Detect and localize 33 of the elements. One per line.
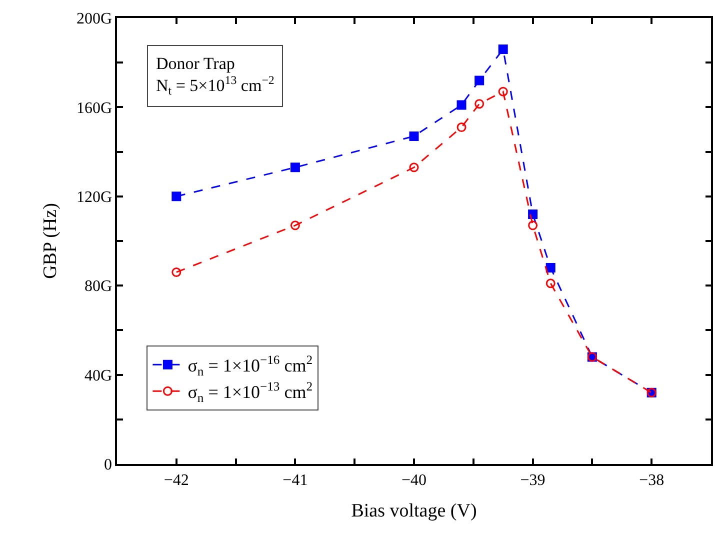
y-tick-label: 80G: [84, 278, 112, 296]
point: [409, 131, 419, 141]
legend-label: σ$_{n}$ = 1×10$^{−13}$ cm$^{2}$: [188, 380, 313, 405]
x-axis-title: Bias voltage (V): [351, 500, 477, 522]
x-tick-label: −39: [520, 472, 546, 489]
point: [498, 44, 508, 54]
y-tick-label: 160G: [76, 100, 112, 117]
annotation: N$_{t}$ = 5×10$^{13}$ cm$^{−2}$: [156, 72, 274, 98]
x-tick-label: −42: [164, 472, 189, 489]
point: [290, 220, 300, 230]
point: [290, 162, 300, 172]
point: [498, 86, 508, 96]
point: [172, 192, 182, 202]
point: [546, 263, 556, 273]
point: [528, 220, 538, 230]
y-axis-title: GBP (Hz): [40, 203, 61, 279]
y-tick-label: 200G: [76, 10, 112, 28]
point: [456, 100, 466, 110]
y-tick-label: 40G: [84, 367, 112, 384]
point: [409, 162, 419, 172]
x-tick-label: −40: [401, 472, 427, 489]
annotation: Donor Trap: [156, 54, 235, 73]
point: [474, 99, 484, 109]
point: [474, 76, 484, 86]
point: [456, 122, 466, 132]
point: [172, 267, 182, 277]
y-tick-label: 120G: [76, 189, 112, 206]
x-tick-label: −41: [282, 472, 308, 489]
point: [528, 209, 538, 219]
point: [546, 278, 556, 288]
y-tick-label: 0: [104, 456, 112, 474]
legend-label: σ$_{n}$ = 1×10$^{−16}$ cm$^{2}$: [188, 353, 313, 378]
x-tick-label: −38: [639, 472, 664, 489]
